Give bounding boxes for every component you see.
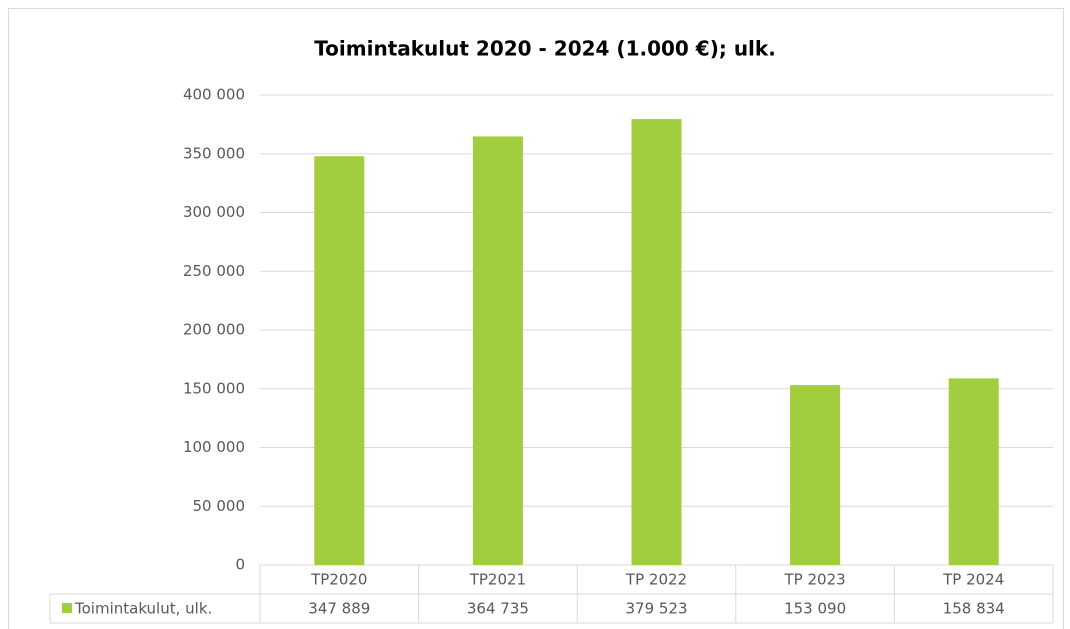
y-tick-label: 250 000	[183, 262, 245, 280]
y-tick-label: 50 000	[193, 497, 246, 515]
chart-frame	[8, 8, 1064, 629]
y-tick-label: 300 000	[183, 203, 245, 221]
x-tick-label: TP 2024	[942, 571, 1004, 589]
value-label: 347 889	[308, 600, 370, 618]
bar	[314, 156, 365, 566]
value-label: 153 090	[784, 600, 846, 618]
x-tick-label: TP 2023	[784, 571, 846, 589]
y-tick-label: 150 000	[183, 379, 245, 397]
bar	[790, 385, 841, 565]
legend-swatch	[62, 603, 72, 613]
x-tick-label: TP2021	[469, 571, 526, 589]
legend-label: Toimintakulut, ulk.	[74, 600, 212, 618]
y-tick-label: 200 000	[183, 321, 245, 339]
bar	[631, 119, 682, 565]
y-tick-label: 100 000	[183, 438, 245, 456]
y-tick-label: 350 000	[183, 144, 245, 162]
x-tick-label: TP 2022	[625, 571, 687, 589]
y-tick-label: 400 000	[183, 86, 245, 104]
bar	[948, 378, 999, 565]
value-label: 158 834	[943, 600, 1005, 618]
bar	[472, 136, 523, 565]
chart-title: Toimintakulut 2020 - 2024 (1.000 €); ulk…	[314, 37, 776, 61]
y-tick-label: 0	[235, 556, 245, 574]
x-tick-label: TP2020	[310, 571, 367, 589]
value-label: 364 735	[467, 600, 529, 618]
value-label: 379 523	[625, 600, 687, 618]
